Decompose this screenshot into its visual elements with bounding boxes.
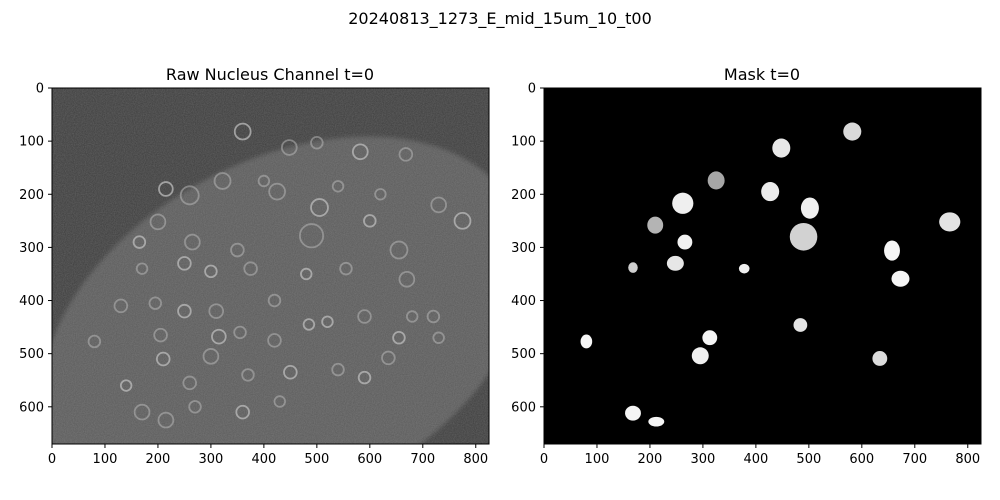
raw-axes-frame <box>51 87 490 445</box>
raw-x-axis: 0 100 200 300 400 500 600 700 800 <box>48 444 488 467</box>
mask-panel-title: Mask t=0 <box>724 65 800 84</box>
mask-objects-group <box>580 122 961 427</box>
x-tick-label: 100 <box>585 452 610 467</box>
y-tick-label: 200 <box>511 188 536 203</box>
x-tick-label: 700 <box>902 452 927 467</box>
x-tick-label: 300 <box>690 452 715 467</box>
mask-image-background <box>544 88 981 444</box>
mask-object <box>625 405 641 421</box>
x-tick-label: 200 <box>638 452 663 467</box>
x-tick-label: 100 <box>93 452 118 467</box>
mask-object <box>884 240 900 261</box>
y-tick-label: 600 <box>19 400 44 415</box>
mask-y-axis: 0 100 200 300 400 500 600 <box>511 82 544 415</box>
raw-panel: Raw Nucleus Channel t=0 0 100 200 300 400 500… <box>19 65 490 467</box>
x-tick-label: 500 <box>304 452 329 467</box>
y-tick-label: 600 <box>511 400 536 415</box>
mask-object <box>738 263 750 274</box>
raw-panel-title: Raw Nucleus Channel t=0 <box>166 65 374 84</box>
mask-object <box>666 255 684 271</box>
mask-axes-frame <box>543 87 982 445</box>
mask-panel: Mask t=0 0 100 200 300 400 500 600 700 800 0 100 2… <box>511 65 982 467</box>
x-tick-label: 600 <box>849 452 874 467</box>
mask-object <box>872 351 888 366</box>
mask-object <box>843 122 862 141</box>
y-tick-label: 100 <box>19 135 44 150</box>
mask-object <box>702 330 718 346</box>
x-tick-label: 300 <box>198 452 223 467</box>
y-tick-label: 100 <box>511 135 536 150</box>
raw-image-noise <box>52 88 489 444</box>
y-tick-label: 200 <box>19 188 44 203</box>
x-tick-label: 600 <box>357 452 382 467</box>
mask-object <box>672 192 694 214</box>
mask-object <box>707 171 725 190</box>
y-tick-label: 500 <box>19 347 44 362</box>
x-tick-label: 800 <box>955 452 980 467</box>
mask-object <box>691 347 709 365</box>
mask-object <box>800 197 819 219</box>
mask-object <box>891 270 910 287</box>
mask-object <box>772 138 791 158</box>
raw-y-axis: 0 100 200 300 400 500 600 <box>19 82 52 415</box>
y-tick-label: 0 <box>528 82 536 97</box>
x-tick-label: 500 <box>796 452 821 467</box>
x-tick-label: 700 <box>410 452 435 467</box>
x-tick-label: 800 <box>463 452 488 467</box>
mask-object <box>648 416 665 427</box>
y-tick-label: 0 <box>36 82 44 97</box>
mask-object <box>761 182 780 202</box>
mask-object <box>677 234 693 250</box>
mask-object <box>793 318 808 332</box>
y-tick-label: 400 <box>19 294 44 309</box>
y-tick-label: 400 <box>511 294 536 309</box>
mask-object <box>939 212 961 232</box>
mask-object <box>789 222 818 251</box>
mask-x-axis: 0 100 200 300 400 500 600 700 800 <box>540 444 980 467</box>
x-tick-label: 0 <box>540 452 548 467</box>
x-tick-label: 400 <box>251 452 276 467</box>
figure-suptitle: 20240813_1273_E_mid_15um_10_t00 <box>348 9 652 29</box>
y-tick-label: 500 <box>511 347 536 362</box>
x-tick-label: 0 <box>48 452 56 467</box>
x-tick-label: 400 <box>743 452 768 467</box>
y-tick-label: 300 <box>511 241 536 256</box>
y-tick-label: 300 <box>19 241 44 256</box>
x-tick-label: 200 <box>146 452 171 467</box>
mask-object <box>628 262 638 273</box>
mask-object <box>647 216 664 234</box>
mask-object <box>580 334 593 349</box>
